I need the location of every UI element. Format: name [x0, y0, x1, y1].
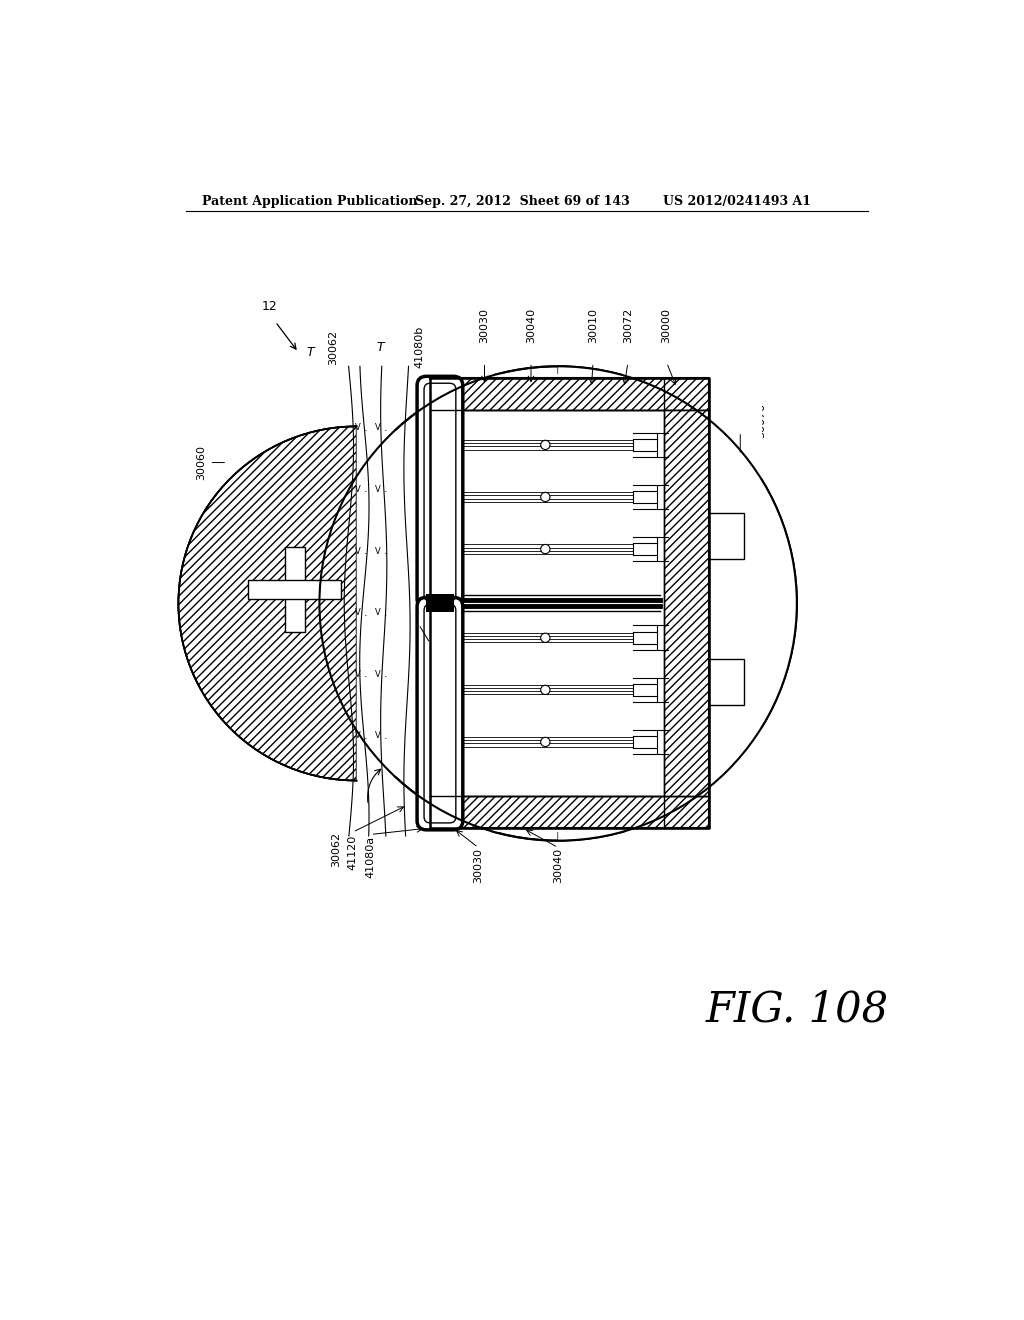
- Text: 30000: 30000: [662, 308, 672, 343]
- Circle shape: [541, 685, 550, 694]
- Text: V: V: [375, 484, 381, 494]
- Text: 30015: 30015: [755, 525, 764, 561]
- Circle shape: [541, 441, 550, 450]
- Text: V: V: [375, 546, 381, 556]
- Bar: [430, 796, 710, 829]
- Circle shape: [541, 492, 550, 502]
- Text: V: V: [355, 731, 361, 741]
- Circle shape: [319, 367, 797, 841]
- Wedge shape: [178, 426, 356, 780]
- Text: 30062: 30062: [328, 330, 338, 364]
- Text: V: V: [375, 669, 381, 678]
- Text: FIG. 108: FIG. 108: [706, 989, 889, 1030]
- Bar: [710, 659, 744, 705]
- FancyBboxPatch shape: [417, 376, 463, 609]
- Text: 30030: 30030: [473, 847, 483, 883]
- Bar: [426, 594, 454, 612]
- Bar: [430, 374, 762, 832]
- Circle shape: [541, 634, 550, 643]
- Text: 41080b: 41080b: [415, 326, 425, 368]
- Text: V: V: [355, 424, 361, 433]
- Circle shape: [541, 738, 550, 747]
- Text: V: V: [355, 546, 361, 556]
- Text: T: T: [306, 346, 314, 359]
- Text: Patent Application Publication: Patent Application Publication: [202, 195, 417, 209]
- Bar: [286, 548, 305, 632]
- Text: V: V: [375, 609, 381, 618]
- Text: US 2012/0241493 A1: US 2012/0241493 A1: [663, 195, 811, 209]
- Bar: [430, 378, 755, 829]
- Text: V: V: [355, 609, 361, 618]
- Circle shape: [541, 544, 550, 553]
- Text: 30070: 30070: [756, 403, 766, 438]
- Bar: [248, 579, 341, 599]
- Text: 30040: 30040: [553, 847, 563, 883]
- Text: .: .: [383, 669, 387, 680]
- Bar: [430, 796, 710, 829]
- Bar: [710, 378, 755, 829]
- Text: 30010: 30010: [588, 308, 598, 343]
- Text: 12: 12: [261, 300, 276, 313]
- Text: .: .: [365, 484, 368, 495]
- Text: .: .: [365, 669, 368, 680]
- Text: .: .: [365, 607, 368, 618]
- Text: 30072: 30072: [623, 308, 633, 343]
- Wedge shape: [356, 426, 535, 780]
- FancyBboxPatch shape: [417, 598, 463, 830]
- Bar: [430, 378, 710, 829]
- Text: .: .: [365, 422, 368, 433]
- Text: .: .: [365, 731, 368, 741]
- Text: .: .: [383, 422, 387, 433]
- Text: 30030: 30030: [479, 308, 489, 343]
- Text: .: .: [383, 546, 387, 556]
- Wedge shape: [558, 367, 797, 841]
- Text: V: V: [355, 484, 361, 494]
- Text: 30060: 30060: [197, 445, 206, 480]
- Text: 41120: 41120: [348, 834, 357, 870]
- Text: Sep. 27, 2012  Sheet 69 of 143: Sep. 27, 2012 Sheet 69 of 143: [415, 195, 630, 209]
- Text: 41080a: 41080a: [366, 836, 376, 878]
- Text: .: .: [383, 484, 387, 495]
- Text: .: .: [383, 607, 387, 618]
- Text: 30040: 30040: [526, 308, 536, 343]
- Text: T: T: [376, 341, 384, 354]
- Text: 41126: 41126: [403, 599, 413, 634]
- Wedge shape: [558, 367, 797, 841]
- Text: V: V: [355, 669, 361, 678]
- Text: .: .: [383, 731, 387, 741]
- Text: .: .: [365, 546, 368, 556]
- Text: V: V: [375, 424, 381, 433]
- Wedge shape: [558, 367, 797, 841]
- Bar: [710, 512, 744, 558]
- Bar: [430, 378, 710, 411]
- Text: 30062: 30062: [331, 832, 341, 867]
- Bar: [430, 378, 710, 411]
- Text: V: V: [375, 731, 381, 741]
- Bar: [665, 411, 710, 796]
